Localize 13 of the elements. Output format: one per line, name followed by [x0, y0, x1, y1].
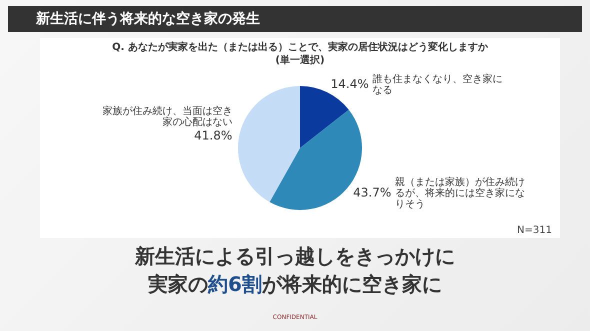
text: N=311: [517, 225, 552, 236]
data-label: 41.8%: [194, 128, 232, 142]
slice-label: 家族が住み続け、当面は空き家の心配はない: [102, 104, 232, 128]
chart-subtitle: Q. あなたが実家を出た（または出る）ことで、実家の居住状況はどう変化しますか (単一選択): [111, 41, 489, 67]
text: 新生活による引っ越しをきっかけに: [134, 244, 456, 268]
text: 実家の: [148, 272, 208, 296]
data-label: 14.4%: [330, 77, 369, 92]
slice-label: 親（または家族）が住み続けるが、将来的には空き家になりそう: [395, 176, 526, 210]
text: 約6割: [208, 272, 262, 296]
chart-title: 新生活に伴う将来的な空き家の発生: [8, 6, 582, 32]
data-label: 43.7%: [353, 186, 392, 200]
slice-label: 誰も住まなくなり、空き家になる: [372, 73, 503, 96]
text: が将来的に空き家に: [262, 272, 442, 296]
